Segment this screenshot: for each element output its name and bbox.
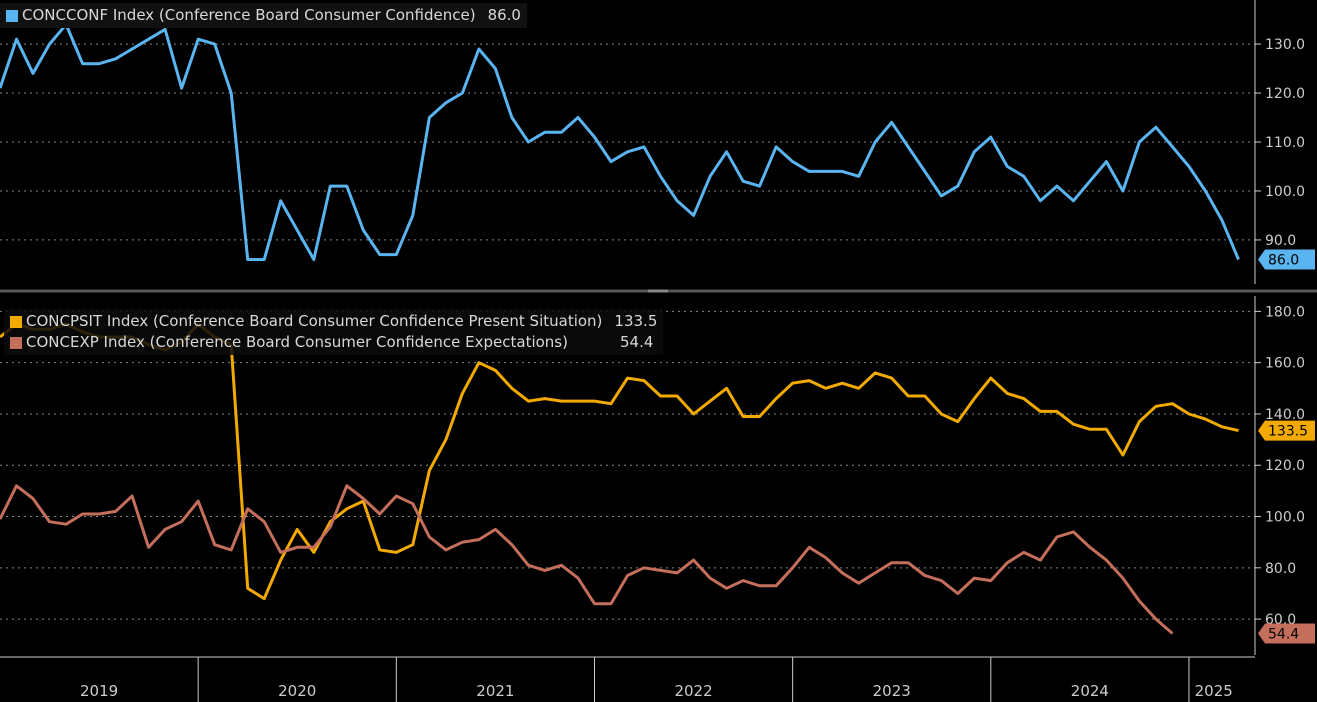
y-tick-label: 130.0	[1265, 37, 1305, 53]
legend-entry-concpsit: CONCPSIT Index (Conference Board Consume…	[10, 311, 657, 332]
legend-label: CONCEXP Index (Conference Board Consumer…	[26, 333, 568, 351]
legend-swatch	[10, 315, 22, 328]
y-tick-label: 110.0	[1265, 135, 1305, 151]
series-line-0	[0, 23, 1240, 261]
y-tick-label: 80.0	[1265, 561, 1296, 577]
legend-entry-conccconf: CONCCONF Index (Conference Board Consume…	[6, 5, 521, 26]
legend-value: 86.0	[487, 6, 521, 24]
last-value-tag	[1258, 420, 1315, 441]
legend-label: CONCPSIT Index (Conference Board Consume…	[26, 312, 603, 330]
x-tick-label: 2019	[80, 682, 118, 700]
y-tick-label: 120.0	[1265, 458, 1305, 474]
y-tick-label: 120.0	[1265, 86, 1305, 102]
last-value-tag	[1258, 623, 1315, 644]
series-line-0	[0, 322, 1239, 601]
legend-swatch	[6, 9, 18, 22]
x-tick-label: 2022	[674, 682, 712, 700]
legend-label: CONCCONF Index (Conference Board Consume…	[22, 6, 476, 24]
x-tick-label: 2023	[873, 682, 911, 700]
x-tick-label: 2021	[476, 682, 514, 700]
y-tick-label: 160.0	[1265, 356, 1305, 372]
bottom-legend: CONCPSIT Index (Conference Board Consume…	[4, 309, 664, 355]
y-tick-label: 100.0	[1265, 510, 1305, 526]
x-tick-label: 2020	[278, 682, 316, 700]
series-line-1	[0, 484, 1174, 635]
x-tick-label: 2025	[1195, 682, 1233, 700]
y-tick-label: 140.0	[1265, 407, 1305, 423]
y-tick-label: 100.0	[1265, 184, 1305, 200]
legend-value: 133.5	[614, 312, 658, 330]
last-value-tag	[1258, 249, 1315, 270]
x-tick-label: 2024	[1071, 682, 1109, 700]
last-value-label: 86.0	[1268, 253, 1299, 269]
legend-swatch	[10, 336, 22, 349]
top-legend: CONCCONF Index (Conference Board Consume…	[0, 3, 527, 28]
y-tick-label: 90.0	[1265, 233, 1296, 249]
legend-value: 54.4	[619, 333, 654, 351]
last-value-label: 133.5	[1268, 424, 1308, 440]
legend-entry-concexp: CONCEXP Index (Conference Board Consumer…	[10, 332, 657, 353]
y-tick-label: 180.0	[1265, 304, 1305, 320]
last-value-label: 54.4	[1268, 626, 1299, 642]
